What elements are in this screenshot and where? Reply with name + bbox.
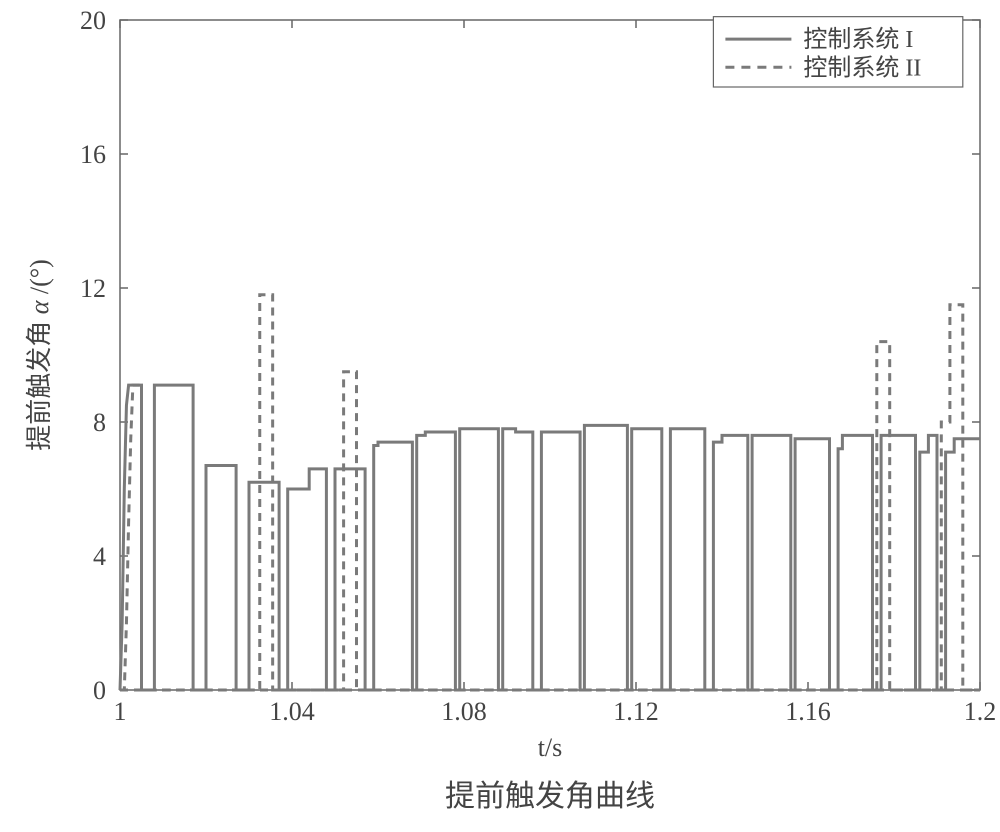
x-tick-label: 1.2: [964, 697, 997, 726]
x-tick-label: 1.08: [441, 697, 487, 726]
y-tick-label: 16: [80, 140, 106, 169]
chart-container: 0 4 8 12 16 20 1 1.04 1.08 1.12 1.16 1.2 提前触发角 α /(°…: [0, 0, 1000, 832]
x-tick-label: 1.12: [613, 697, 659, 726]
y-tick-label: 0: [93, 676, 106, 705]
legend-label: 控制系统 I: [803, 26, 913, 53]
chart-svg: 0 4 8 12 16 20 1 1.04 1.08 1.12 1.16 1.2 提前触发角 α /(°…: [0, 0, 1000, 832]
y-tick-label: 4: [93, 542, 106, 571]
x-tick-label: 1.04: [269, 697, 315, 726]
y-tick-label: 8: [93, 408, 106, 437]
x-tick-label: 1.16: [785, 697, 831, 726]
x-tick-label: 1: [114, 697, 127, 726]
y-tick-label: 20: [80, 6, 106, 35]
legend-label: 控制系统 II: [803, 54, 921, 81]
x-axis-label: t/s: [538, 733, 563, 762]
series-solid: [120, 385, 980, 690]
y-tick-label: 12: [80, 274, 106, 303]
y-axis-label: 提前触发角 α /(°): [25, 259, 54, 451]
chart-caption: 提前触发角曲线: [445, 780, 655, 813]
